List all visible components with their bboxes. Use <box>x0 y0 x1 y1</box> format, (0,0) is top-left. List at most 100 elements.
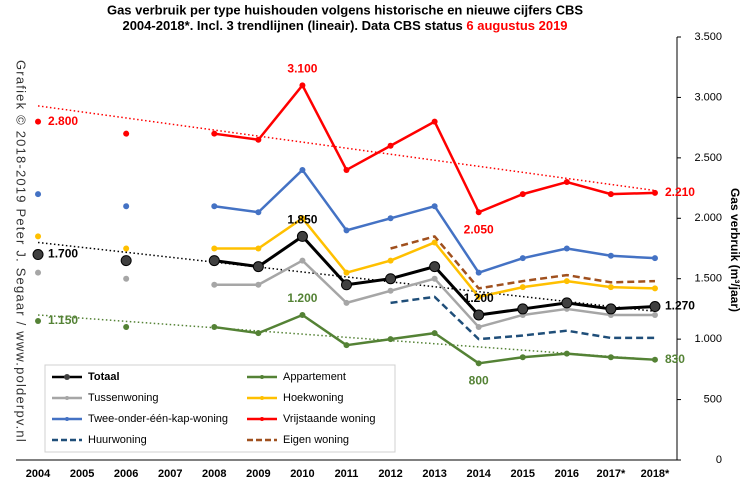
marker <box>651 311 658 318</box>
x-tick-label: 2005 <box>70 468 94 480</box>
x-tick-label: 2016 <box>555 468 579 480</box>
marker <box>473 309 485 321</box>
marker <box>299 82 306 89</box>
y-tick-label: 2.500 <box>694 152 722 164</box>
marker <box>385 273 397 285</box>
marker <box>211 203 218 210</box>
legend-marker <box>65 396 69 400</box>
marker <box>341 279 352 291</box>
chart-subtitle: 2004-2018*. Incl. 3 trendlijnen (lineair… <box>122 18 567 33</box>
marker <box>607 252 614 259</box>
marker <box>605 303 617 315</box>
data-label: 2.800 <box>48 114 78 128</box>
marker <box>299 257 306 264</box>
marker <box>123 324 130 331</box>
data-label: 1.850 <box>287 213 317 227</box>
marker <box>299 215 306 222</box>
trendline <box>37 241 656 313</box>
marker <box>211 130 218 137</box>
marker <box>431 203 438 210</box>
marker <box>651 255 658 262</box>
marker <box>255 245 262 252</box>
x-tick-label: 2007 <box>158 468 182 480</box>
y-tick-label: 3.000 <box>694 91 722 103</box>
marker <box>343 269 350 276</box>
legend-label: Tussenwoning <box>88 392 159 404</box>
marker <box>387 287 394 294</box>
x-tick-label: 2006 <box>114 468 138 480</box>
marker <box>651 285 658 292</box>
marker <box>475 269 482 276</box>
x-tick-label: 2008 <box>202 468 226 480</box>
marker <box>429 261 441 273</box>
y-axis-label: Gas verbruik (m³/jaar) <box>728 188 742 312</box>
marker <box>607 284 614 291</box>
marker <box>123 275 130 282</box>
marker <box>561 297 573 309</box>
marker <box>35 118 42 125</box>
x-tick-label: 2004 <box>26 468 51 480</box>
legend-label: Appartement <box>283 371 346 383</box>
data-label: 2.210 <box>665 185 695 199</box>
series-line <box>390 235 656 290</box>
marker <box>431 275 438 282</box>
marker <box>651 356 658 363</box>
legend-label: Hoekwoning <box>283 392 344 404</box>
legend-label: Totaal <box>88 371 120 383</box>
marker <box>651 189 658 196</box>
legend-label: Huurwoning <box>88 434 147 446</box>
data-label: 3.100 <box>287 62 317 76</box>
legend-marker <box>260 396 264 400</box>
legend-label: Eigen woning <box>283 434 349 446</box>
y-tick-label: 1.000 <box>694 333 722 345</box>
marker <box>607 354 614 361</box>
data-label: 800 <box>469 373 489 387</box>
marker <box>517 303 529 315</box>
x-tick-label: 2010 <box>290 468 314 480</box>
marker <box>475 324 482 331</box>
marker <box>431 330 438 337</box>
marker <box>120 255 132 267</box>
marker <box>649 301 661 313</box>
marker <box>343 342 350 349</box>
marker <box>208 255 220 267</box>
marker <box>299 166 306 173</box>
marker <box>296 230 308 242</box>
y-tick-label: 0 <box>716 454 722 466</box>
marker <box>35 318 42 325</box>
marker <box>255 209 262 216</box>
y-tick-label: 500 <box>704 393 722 405</box>
subtitle-highlight: 6 augustus 2019 <box>466 18 567 33</box>
data-label: 1.150 <box>48 313 78 327</box>
marker <box>519 191 526 198</box>
marker <box>475 209 482 216</box>
x-tick-label: 2018* <box>641 468 670 480</box>
marker <box>563 245 570 252</box>
legend-label: Vrijstaande woning <box>283 413 376 425</box>
marker <box>563 179 570 186</box>
watermark: Grafiek © 2018-2019 Peter J. Segaar / ww… <box>14 60 29 443</box>
data-label: 1.700 <box>48 247 78 261</box>
data-label: 830 <box>665 352 685 366</box>
marker <box>343 227 350 234</box>
marker <box>211 245 218 252</box>
marker <box>211 324 218 331</box>
marker <box>431 118 438 125</box>
legend-marker <box>260 417 264 421</box>
marker <box>431 239 438 246</box>
subtitle-text: 2004-2018*. Incl. 3 trendlijnen (lineair… <box>122 18 466 33</box>
legend-marker <box>64 374 70 380</box>
marker <box>519 255 526 262</box>
y-tick-label: 2.000 <box>694 212 722 224</box>
data-label: 1.270 <box>665 299 695 313</box>
marker <box>35 233 42 240</box>
data-label: 2.050 <box>464 222 494 236</box>
marker <box>255 281 262 288</box>
x-tick-label: 2011 <box>335 468 359 480</box>
marker <box>475 293 482 300</box>
legend <box>44 364 396 453</box>
x-tick-label: 2009 <box>246 468 270 480</box>
marker <box>387 215 394 222</box>
marker <box>211 281 218 288</box>
